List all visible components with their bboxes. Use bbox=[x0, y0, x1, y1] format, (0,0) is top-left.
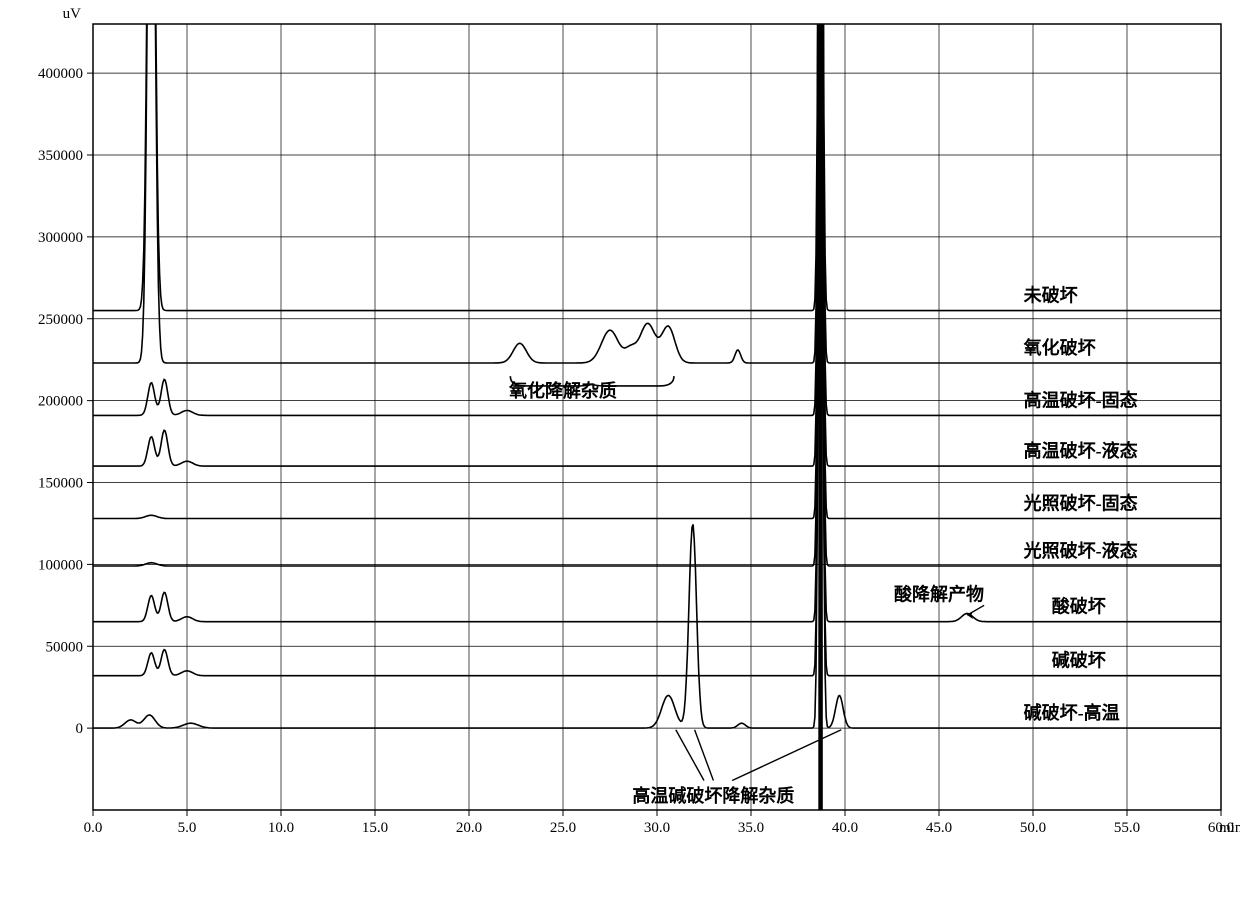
x-tick-label: 40.0 bbox=[832, 820, 858, 836]
leader-line bbox=[695, 730, 714, 781]
y-tick-label: 0 bbox=[76, 721, 84, 737]
x-tick-label: 15.0 bbox=[362, 820, 388, 836]
annotation-alkali-high-temp-label: 高温碱破坏降解杂质 bbox=[632, 785, 794, 806]
arrowhead-icon bbox=[967, 611, 973, 619]
y-tick-label: 300000 bbox=[38, 230, 83, 246]
chromatogram-figure: 0 50000 100000 150000 200000 250000 300000 3500… bbox=[0, 0, 1240, 912]
x-tick-label: 5.0 bbox=[178, 820, 197, 836]
trace-label: 光照破坏-固态 bbox=[1023, 493, 1138, 514]
annotation-oxidation-label: 氧化降解杂质 bbox=[508, 380, 617, 401]
x-tick-label: 55.0 bbox=[1114, 820, 1140, 836]
y-tick-label: 200000 bbox=[38, 394, 83, 410]
x-tick-label: 25.0 bbox=[550, 820, 576, 836]
x-tick-label: 10.0 bbox=[268, 820, 294, 836]
trace-label: 碱破坏-高温 bbox=[1024, 702, 1120, 723]
trace-label: 碱破坏 bbox=[1052, 650, 1106, 671]
y-tick-label: 400000 bbox=[38, 66, 83, 82]
y-tick-label: 250000 bbox=[38, 312, 83, 328]
leader-line bbox=[732, 730, 841, 781]
x-tick-label: 35.0 bbox=[738, 820, 764, 836]
x-tick-label: 0.0 bbox=[84, 820, 103, 836]
trace-label: 光照破坏-液态 bbox=[1023, 540, 1138, 561]
annotation-acid-product-label: 酸降解产物 bbox=[894, 583, 984, 604]
trace-label: 高温破坏-液态 bbox=[1024, 440, 1138, 461]
x-tick-label: 45.0 bbox=[926, 820, 952, 836]
trace-label: 氧化破坏 bbox=[1023, 337, 1096, 358]
y-tick-label: 150000 bbox=[38, 476, 83, 492]
trace-label: 酸破坏 bbox=[1052, 596, 1106, 617]
x-tick-label: 50.0 bbox=[1020, 820, 1046, 836]
x-unit-label: min bbox=[1219, 820, 1240, 836]
y-tick-label: 350000 bbox=[38, 148, 83, 164]
trace-label: 高温破坏-固态 bbox=[1024, 389, 1138, 410]
trace-label: 未破坏 bbox=[1024, 285, 1078, 306]
y-tick-label: 50000 bbox=[46, 639, 84, 655]
y-unit-label: uV bbox=[63, 6, 82, 22]
x-tick-label: 30.0 bbox=[644, 820, 670, 836]
y-tick-label: 100000 bbox=[38, 557, 83, 573]
leader-line bbox=[676, 730, 704, 781]
x-tick-label: 20.0 bbox=[456, 820, 482, 836]
main-peak-column bbox=[818, 24, 823, 810]
